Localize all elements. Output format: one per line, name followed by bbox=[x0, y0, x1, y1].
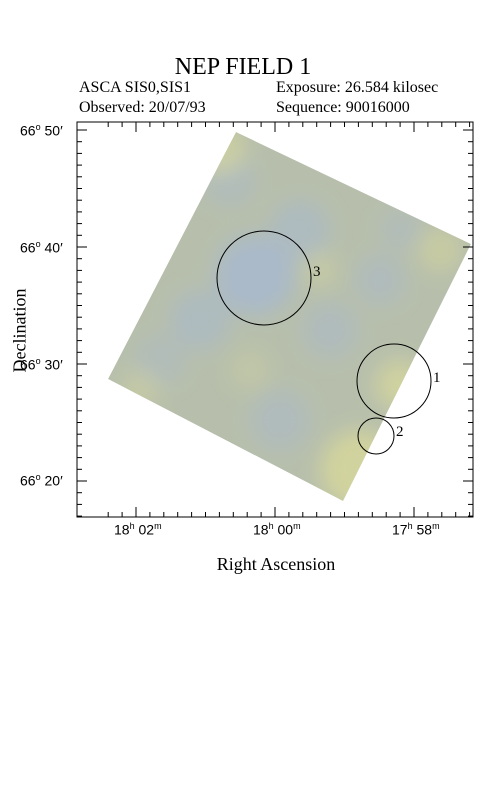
axis-ticks bbox=[77, 122, 473, 517]
source-circle-2 bbox=[357, 417, 395, 455]
field-texture-blob bbox=[302, 302, 358, 358]
xtick-label-3: 17h 58m bbox=[392, 521, 440, 538]
sequence-label: Sequence: 90016000 bbox=[276, 99, 410, 116]
source-label-2: 2 bbox=[396, 424, 404, 440]
instrument-label: ASCA SIS0,SIS1 bbox=[79, 79, 192, 96]
y-axis-label: Declination bbox=[9, 288, 30, 373]
field-texture-blob bbox=[418, 228, 462, 272]
ytick-label-1: 66o 50′ bbox=[20, 122, 63, 139]
observed-label: Observed: 20/07/93 bbox=[79, 99, 206, 116]
field-texture-blob bbox=[250, 390, 310, 450]
source-label-1: 1 bbox=[433, 370, 441, 386]
field-texture-blob bbox=[170, 290, 230, 350]
source-circle-3 bbox=[216, 230, 312, 326]
field-texture-blob bbox=[355, 255, 405, 305]
field-texture-blob bbox=[120, 370, 160, 410]
exposure-label: Exposure: 26.584 kilosec bbox=[276, 79, 439, 96]
field-texture-blob bbox=[380, 210, 420, 250]
field-texture-blob bbox=[270, 200, 330, 260]
field-texture-blob bbox=[375, 360, 425, 410]
field-texture-blob bbox=[320, 430, 400, 501]
xtick-label-1: 18h 02m bbox=[114, 521, 162, 538]
ytick-label-2: 66o 40′ bbox=[20, 239, 63, 256]
field-texture-blob bbox=[230, 350, 270, 390]
xtick-label-2: 18h 00m bbox=[253, 521, 301, 538]
ytick-label-3: 66o 30′ bbox=[20, 356, 63, 373]
ytick-label-4: 66o 20′ bbox=[20, 472, 63, 489]
source-circle-1 bbox=[356, 343, 432, 419]
field-texture-blob bbox=[195, 132, 245, 175]
source-label-3: 3 bbox=[313, 264, 321, 280]
x-axis-label: Right Ascension bbox=[216, 554, 336, 574]
field-texture-blob bbox=[215, 235, 295, 315]
page-title: NEP FIELD 1 bbox=[174, 54, 312, 80]
